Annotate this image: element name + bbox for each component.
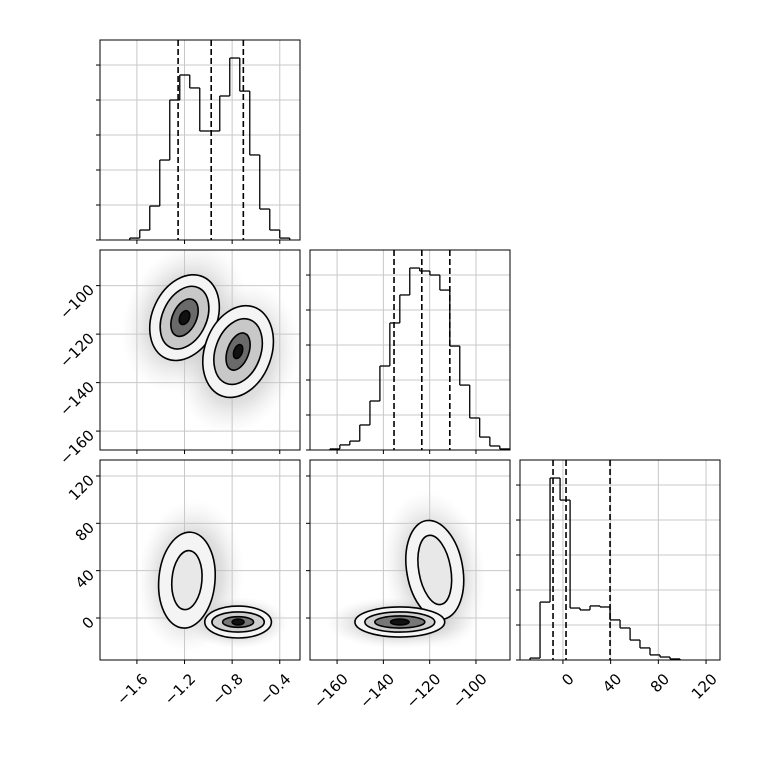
y-tick-label: −160: [56, 426, 98, 468]
contour: [178, 309, 191, 326]
plot-area: [520, 460, 720, 660]
panel-frame: [99, 249, 301, 451]
panel-frame: [309, 249, 511, 451]
y-tick-label: 40: [72, 566, 98, 592]
x-tick-label: −0.8: [208, 670, 246, 708]
plot-area: [310, 460, 510, 660]
x-tick-label: −0.4: [256, 670, 294, 708]
panel-frame: [99, 459, 301, 661]
x-tick-label: −140: [356, 670, 398, 712]
contour: [170, 549, 203, 611]
x-tick-label: 80: [647, 670, 673, 696]
plot-area: [100, 40, 300, 240]
x-tick-label: −120: [403, 670, 445, 712]
contour: [417, 534, 453, 606]
plot-area: [310, 250, 510, 450]
panel-frame: [309, 459, 511, 661]
y-tick-label: 80: [72, 519, 98, 545]
panel: −160 −140 −120 −100: [306, 459, 511, 712]
panel: −100 −120 −140 −160: [56, 249, 301, 468]
contour: [389, 618, 410, 626]
x-tick-label: −100: [449, 670, 491, 712]
panel-frame: [519, 459, 721, 661]
x-tick-label: −1.6: [113, 670, 151, 708]
plot-area: [100, 250, 300, 450]
panel: 0 40 80 120: [516, 459, 721, 703]
panel: −1.6 −1.2 −0.8 −0.4 0 40 80 120: [65, 459, 301, 709]
x-tick-label: −160: [310, 670, 352, 712]
x-tick-label: 0: [558, 670, 577, 689]
contour: [231, 618, 245, 626]
plot-area: [100, 460, 300, 660]
panel: [96, 39, 301, 244]
y-tick-label: −120: [56, 329, 98, 371]
panel: [306, 249, 511, 454]
x-tick-label: −1.2: [161, 670, 199, 708]
y-tick-label: 120: [65, 471, 98, 504]
y-tick-label: −100: [56, 281, 98, 323]
y-tick-label: 0: [79, 613, 98, 632]
panel-frame: [99, 39, 301, 241]
contour: [232, 343, 244, 360]
y-tick-label: −140: [56, 378, 98, 420]
x-tick-label: 120: [688, 670, 721, 703]
x-tick-label: 40: [599, 670, 625, 696]
